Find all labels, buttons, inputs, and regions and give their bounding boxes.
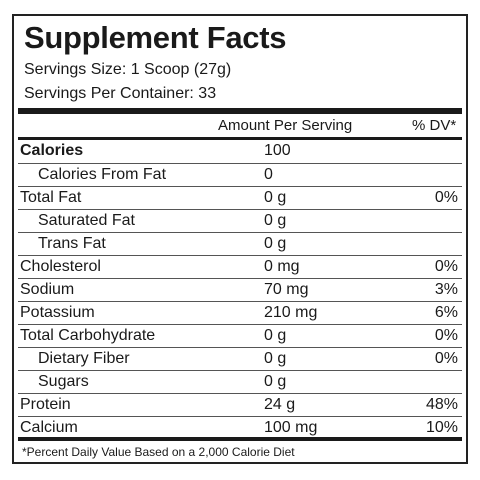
nutrient-amount: 0 g — [264, 189, 287, 206]
column-header-divider — [18, 137, 462, 140]
nutrient-amount: 0 mg — [264, 258, 300, 275]
nutrient-row-potassium: Potassium 210 mg 6% — [18, 301, 462, 324]
nutrient-amount: 100 — [264, 142, 291, 159]
nutrient-amount: 100 mg — [264, 419, 318, 436]
nutrient-dv: 0% — [434, 350, 458, 367]
header-divider — [18, 108, 462, 114]
nutrient-label: Cholesterol — [20, 258, 101, 275]
daily-value-footnote: *Percent Daily Value Based on a 2,000 Ca… — [22, 445, 295, 459]
servings-per-container: Servings Per Container: 33 — [24, 85, 217, 102]
nutrient-dv: 3% — [434, 281, 458, 298]
panel-title: Supplement Facts — [24, 20, 287, 55]
nutrient-label: Saturated Fat — [38, 212, 135, 229]
nutrient-label: Total Carbohydrate — [20, 327, 156, 344]
nutrient-dv: 48% — [425, 396, 458, 413]
nutrient-amount: 0 g — [264, 373, 287, 390]
nutrient-label: Protein — [20, 396, 71, 413]
nutrient-row-saturated-fat: Saturated Fat 0 g — [18, 209, 462, 232]
nutrient-row-calcium: Calcium 100 mg 10% — [18, 416, 462, 439]
nutrient-table: Calories 100 Calories From Fat 0 Total F… — [18, 140, 462, 439]
nutrient-amount: 0 g — [264, 327, 287, 344]
nutrient-row-total-fat: Total Fat 0 g 0% — [18, 186, 462, 209]
nutrient-amount: 24 g — [264, 396, 296, 413]
nutrient-row-total-carbohydrate: Total Carbohydrate 0 g 0% — [18, 324, 462, 347]
nutrient-row-sodium: Sodium 70 mg 3% — [18, 278, 462, 301]
nutrient-dv: 0% — [434, 258, 458, 275]
nutrient-amount: 0 — [264, 166, 273, 183]
nutrient-row-sugars: Sugars 0 g — [18, 370, 462, 393]
nutrient-dv: 0% — [434, 327, 458, 344]
nutrient-row-trans-fat: Trans Fat 0 g — [18, 232, 462, 255]
supplement-facts-panel: Supplement Facts Servings Size: 1 Scoop … — [12, 14, 468, 464]
serving-size: Servings Size: 1 Scoop (27g) — [24, 61, 232, 78]
nutrient-row-calories: Calories 100 — [18, 140, 462, 163]
nutrient-label: Trans Fat — [38, 235, 106, 252]
footer-divider — [18, 437, 462, 441]
nutrient-dv: 6% — [434, 304, 458, 321]
nutrient-label: Sugars — [38, 373, 89, 390]
nutrient-amount: 70 mg — [264, 281, 309, 298]
nutrient-amount: 0 g — [264, 212, 287, 229]
nutrient-row-cholesterol: Cholesterol 0 mg 0% — [18, 255, 462, 278]
nutrient-label: Calories From Fat — [38, 166, 167, 183]
nutrient-dv: 10% — [425, 419, 458, 436]
nutrient-amount: 0 g — [264, 350, 287, 367]
nutrient-row-protein: Protein 24 g 48% — [18, 393, 462, 416]
nutrient-row-calories-from-fat: Calories From Fat 0 — [18, 163, 462, 186]
nutrient-label: Calcium — [20, 419, 78, 436]
nutrient-amount: 0 g — [264, 235, 287, 252]
nutrient-label: Calories — [20, 142, 84, 159]
nutrient-label: Total Fat — [20, 189, 82, 206]
nutrient-dv: 0% — [434, 189, 458, 206]
nutrient-amount: 210 mg — [264, 304, 318, 321]
dv-column-header: % DV* — [412, 117, 457, 134]
amount-column-header: Amount Per Serving — [218, 117, 353, 134]
nutrient-label: Dietary Fiber — [38, 350, 130, 367]
nutrient-label: Sodium — [20, 281, 75, 298]
nutrient-row-dietary-fiber: Dietary Fiber 0 g 0% — [18, 347, 462, 370]
nutrient-label: Potassium — [20, 304, 95, 321]
